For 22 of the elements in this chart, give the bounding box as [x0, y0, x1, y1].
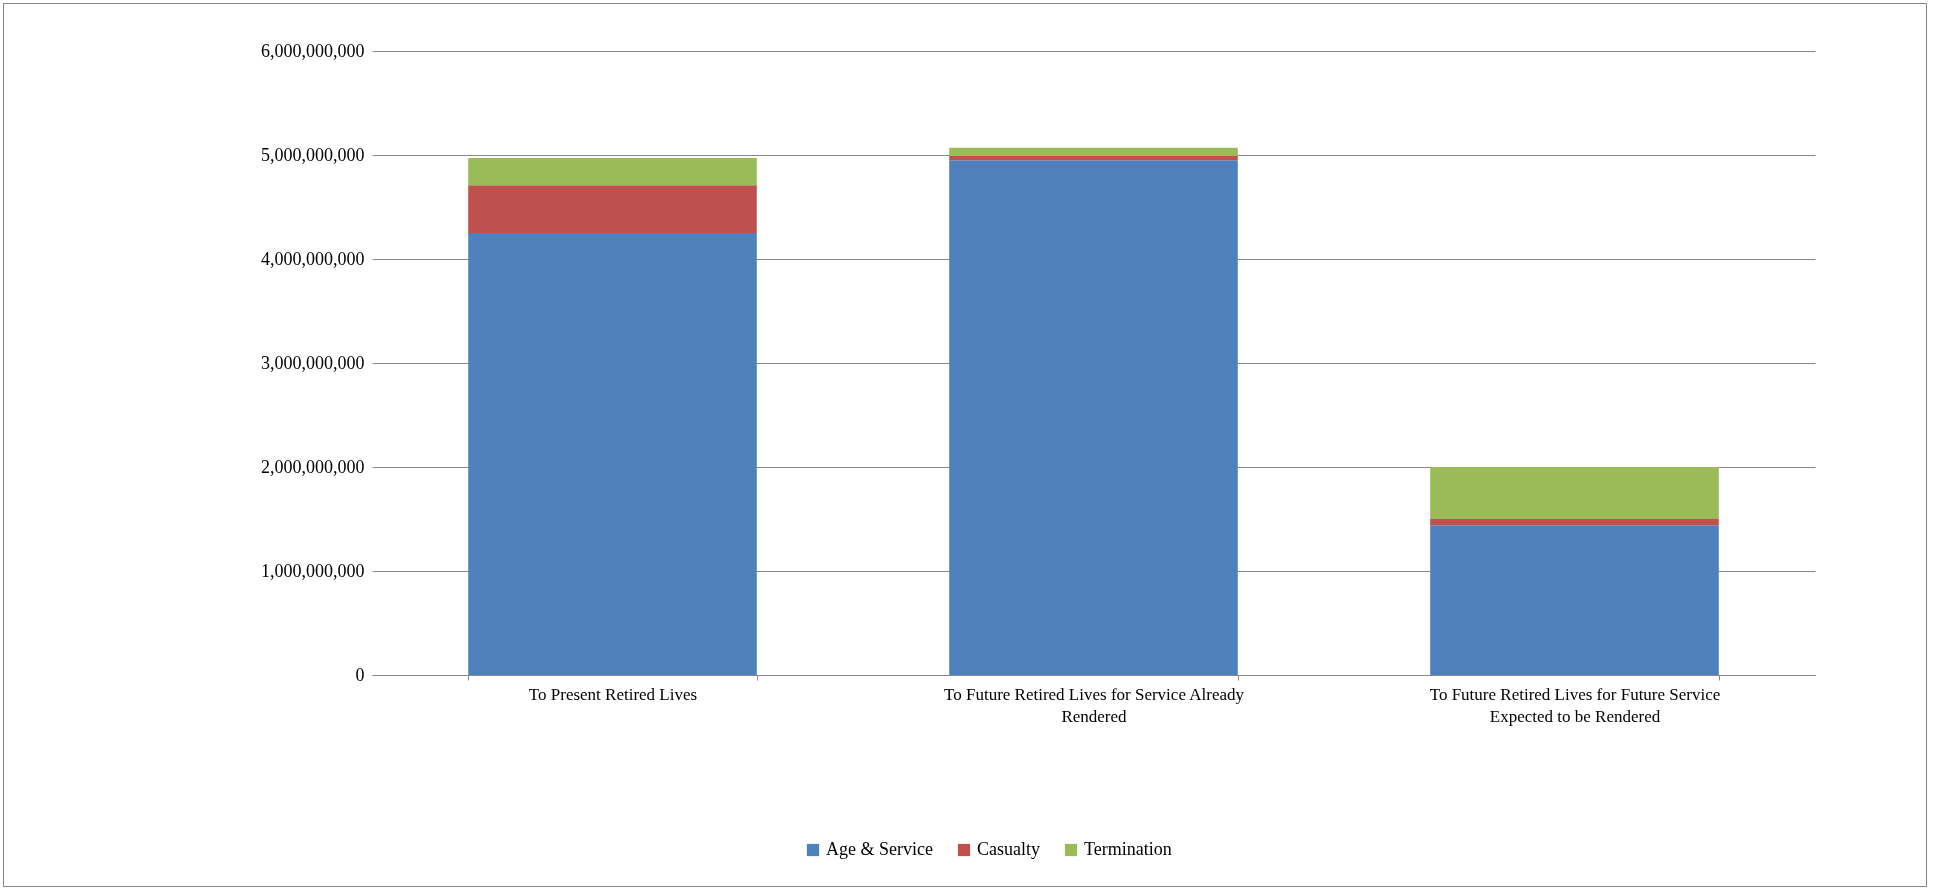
bar [468, 158, 757, 186]
bar [949, 160, 1238, 675]
y-tick-label: 3,000,000,000 [261, 352, 365, 373]
y-tick-label: 4,000,000,000 [261, 248, 365, 269]
x-tick-label: To Present Retired Lives [528, 684, 698, 704]
legend-label: Age & Service [826, 839, 933, 859]
bar [1430, 525, 1719, 675]
bar [468, 185, 757, 233]
y-tick-label: 1,000,000,000 [261, 560, 365, 581]
bar [1430, 467, 1719, 519]
legend-label: Termination [1084, 839, 1172, 859]
legend-label: Casualty [977, 839, 1040, 859]
x-tick-label: To Future Retired Lives for Service Already Rendered [944, 684, 1245, 726]
bar [1430, 519, 1719, 526]
y-tick-label: 5,000,000,000 [261, 144, 365, 165]
y-tick-label: 6,000,000,000 [261, 40, 365, 61]
y-tick-label: 2,000,000,000 [261, 456, 365, 477]
bar [949, 156, 1238, 161]
y-tick-label: 0 [355, 664, 365, 685]
bar [949, 147, 1238, 157]
bar [468, 233, 757, 675]
x-tick-label: To Future Retired Lives for Future Service Expected to be Rendered [1429, 684, 1721, 726]
